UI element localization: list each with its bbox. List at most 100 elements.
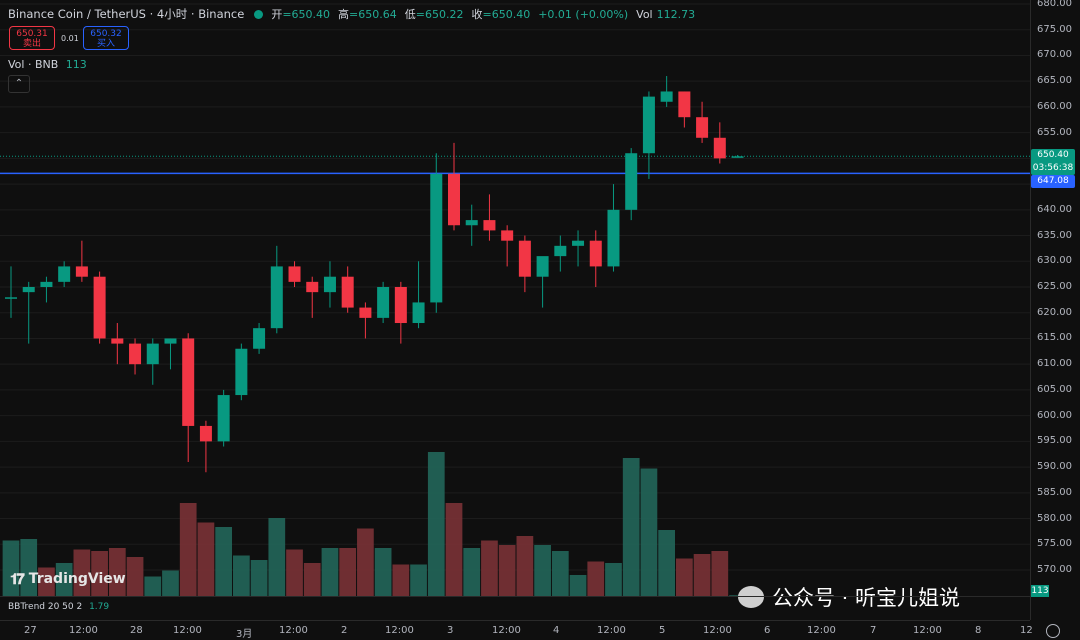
candle-body [731, 156, 744, 158]
volume-bar [197, 522, 215, 596]
volume-bar [427, 452, 445, 596]
volume-bar [250, 560, 268, 596]
settings-icon[interactable] [1046, 624, 1060, 638]
price-tick-label: 680.00 [1037, 0, 1072, 9]
bid-price: 650.31 [16, 29, 48, 39]
candle-body [111, 338, 124, 344]
candle [146, 338, 159, 385]
buy-label: 买入 [96, 39, 115, 49]
wechat-watermark: 公众号 · 听宝儿姐说 [738, 582, 960, 612]
candle [536, 256, 549, 308]
market-status-icon [254, 9, 264, 19]
candle [430, 153, 443, 313]
volume-bar [693, 554, 711, 596]
candle [465, 204, 478, 246]
volume-legend-label: Vol · BNB [8, 58, 59, 71]
bbtrend-pane[interactable]: BBTrend 20 50 2 1.79 [0, 596, 1030, 621]
tradingview-logo: 𝟏𝟕 TradingView [10, 570, 126, 588]
candle-body [40, 281, 53, 287]
candle-body [501, 230, 514, 241]
price-tick-label: 630.00 [1037, 255, 1072, 267]
volume-bar [321, 548, 339, 596]
volume-bar [481, 540, 498, 596]
candle [572, 230, 585, 267]
time-tick-label: 4 [553, 625, 560, 636]
candle-body [696, 117, 709, 138]
candle [554, 235, 567, 272]
time-tick-label: 12:00 [703, 625, 732, 636]
candle [377, 281, 390, 324]
candle [589, 230, 602, 287]
bar-countdown: 03:56:38 [1032, 163, 1074, 173]
candlestick-chart[interactable] [0, 0, 1030, 596]
time-tick-label: 27 [24, 625, 37, 636]
ohlc-open: 开=650.40 [271, 8, 331, 21]
price-tick-label: 610.00 [1037, 358, 1072, 370]
price-tick-label: 585.00 [1037, 486, 1072, 498]
candle-body [253, 328, 266, 349]
sell-button[interactable]: 650.31 卖出 [9, 26, 55, 50]
price-tick-label: 615.00 [1037, 332, 1072, 344]
candle-body [448, 173, 460, 226]
candle [323, 261, 336, 308]
time-tick-label: 12:00 [173, 625, 202, 636]
time-tick-label: 6 [764, 625, 771, 636]
series-legend[interactable]: Binance Coin / TetherUS · 4小时 · Binance … [8, 6, 699, 22]
ohlc-high: 高=650.64 [338, 8, 397, 21]
volume-bar [410, 564, 427, 596]
buy-button[interactable]: 650.32 买入 [83, 26, 129, 50]
volume-tag: 113 [1031, 585, 1049, 597]
candle-body [713, 137, 726, 159]
time-tick-label: 8 [975, 625, 982, 636]
symbol-title[interactable]: Binance Coin / TetherUS · 4小时 · Binance [8, 7, 245, 21]
candle [678, 91, 691, 128]
volume-legend[interactable]: Vol · BNB 113 [8, 58, 87, 71]
candle [270, 245, 283, 334]
candle [199, 420, 212, 473]
collapse-legend-button[interactable]: ⌃ [8, 75, 30, 93]
candle-body [536, 256, 549, 277]
change-value: +0.01 (+0.00%) [538, 7, 629, 21]
volume-bar [551, 551, 569, 596]
volume-bar [233, 555, 250, 596]
candle [164, 338, 177, 370]
candle [58, 261, 71, 287]
last-price-tag: 650.40 03:56:38 [1031, 149, 1075, 175]
candle [253, 323, 266, 354]
candle-body [306, 281, 319, 293]
price-tick-label: 635.00 [1037, 229, 1072, 241]
candle [412, 261, 425, 329]
candle-body [465, 220, 478, 226]
bbtrend-legend[interactable]: BBTrend 20 50 2 1.79 [8, 602, 109, 612]
volume-bars [2, 452, 746, 596]
price-tick-label: 620.00 [1037, 306, 1072, 318]
volume-bar [286, 549, 303, 596]
candle-body [129, 343, 142, 365]
candle [607, 184, 620, 272]
volume-bar [339, 548, 357, 596]
price-tick-label: 665.00 [1037, 75, 1072, 87]
volume-bar [640, 468, 658, 596]
volume-bar [303, 563, 321, 596]
candle-body [678, 91, 691, 118]
volume-bar [711, 551, 729, 596]
volume-bar [587, 561, 605, 596]
volume-bar [374, 548, 392, 596]
bbtrend-value: 1.79 [89, 602, 110, 612]
time-axis[interactable]: 27 12:00 28 12:00 3月 12:00 2 12:00 3 12:00 4 12:00 5… [0, 620, 1033, 640]
candle-body [5, 297, 17, 299]
vol-label: Vol [636, 7, 653, 21]
tv-logo-icon: 𝟏𝟕 [10, 570, 25, 588]
price-tick-label: 670.00 [1037, 49, 1072, 61]
volume-bar [91, 551, 108, 596]
spread-value: 0.01 [61, 34, 79, 43]
time-tick-label: 12:00 [492, 625, 521, 636]
price-axis[interactable]: 680.00 675.00 670.00 665.00 660.00 655.00 650.… [1030, 0, 1080, 620]
volume-bar [215, 527, 232, 596]
candle-body [554, 245, 567, 257]
candle [501, 225, 514, 267]
volume-bar [498, 545, 516, 596]
candle [5, 266, 17, 318]
candle-body [660, 91, 673, 102]
time-tick-label: 12:00 [385, 625, 414, 636]
